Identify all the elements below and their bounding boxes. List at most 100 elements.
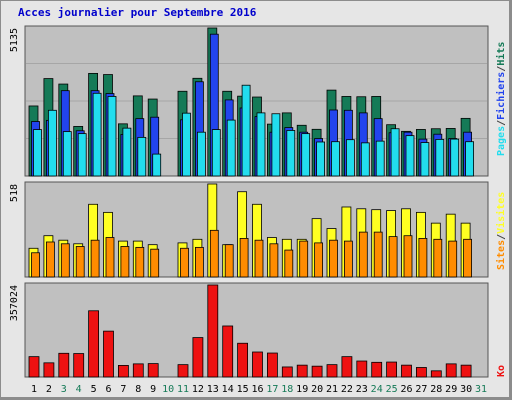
legend-bottom: Ko — [496, 365, 507, 377]
day-label-12: 12 — [192, 384, 204, 395]
middle-ymax-label: 518 — [9, 184, 20, 202]
ko-bar-11 — [177, 364, 189, 378]
day-label-2: 2 — [46, 384, 52, 395]
pages-bar-27 — [420, 142, 430, 177]
legend-middle-part-2: Visites — [495, 192, 507, 234]
pages-bar-15 — [241, 84, 251, 177]
legend-top-part-1: / — [496, 120, 507, 126]
legend-bottom-text: Ko — [496, 365, 507, 377]
ko-bar-1 — [28, 356, 40, 378]
pages-bar-26 — [405, 135, 415, 177]
pages-bar-25 — [390, 128, 400, 177]
sites-bar-3 — [60, 243, 70, 278]
ko-bar-26 — [401, 364, 412, 378]
sites-bar-1 — [31, 252, 40, 278]
chart-title: Acces journalier pour Septembre 2016 — [18, 6, 257, 19]
ko-bar-20 — [311, 365, 323, 378]
sites-bar-22 — [343, 240, 353, 278]
sites-bar-7 — [120, 246, 130, 278]
pages-bar-13 — [211, 129, 221, 177]
bottom-ymax-label: 357024 — [9, 285, 20, 321]
sites-bar-15 — [239, 237, 249, 278]
legend-top-part-2: Fichiers — [495, 72, 507, 120]
ko-bar-19 — [296, 364, 308, 378]
sites-bar-19 — [299, 240, 309, 278]
ko-bar-30 — [460, 364, 472, 378]
pages-bar-19 — [301, 133, 311, 177]
legend-middle-text: Sites/Visites — [495, 192, 507, 270]
pages-bar-3 — [62, 131, 72, 177]
day-label-16: 16 — [251, 384, 263, 395]
sites-bar-24 — [373, 231, 383, 278]
pages-bar-30 — [465, 141, 475, 177]
day-label-25: 25 — [386, 384, 398, 395]
sites-bar-6 — [105, 237, 115, 278]
ko-bar-17 — [266, 352, 278, 378]
day-label-13: 13 — [207, 384, 219, 395]
pages-bar-4 — [77, 133, 87, 177]
sites-bar-25 — [388, 236, 398, 278]
ko-bar-8 — [132, 363, 144, 378]
sites-bar-11 — [180, 247, 189, 278]
ko-bar-6 — [103, 330, 114, 378]
sites-bar-26 — [403, 235, 413, 278]
day-label-6: 6 — [105, 384, 111, 395]
pages-bar-21 — [331, 141, 340, 177]
day-label-1: 1 — [31, 384, 37, 395]
pages-bar-29 — [450, 138, 460, 177]
day-label-10: 10 — [162, 384, 174, 395]
pages-bar-6 — [107, 96, 117, 177]
ko-bar-24 — [371, 361, 383, 378]
sites-bar-23 — [358, 231, 368, 278]
day-label-27: 27 — [415, 384, 427, 395]
pages-bar-8 — [137, 136, 147, 177]
top-ymax-label: 5135 — [9, 28, 20, 52]
pages-bar-17 — [271, 113, 281, 177]
pages-bar-22 — [345, 139, 355, 177]
sites-bar-9 — [150, 248, 160, 278]
sites-bar-29 — [448, 240, 458, 278]
pages-bar-5 — [92, 92, 102, 177]
sites-bar-8 — [135, 246, 145, 278]
day-label-4: 4 — [76, 384, 82, 395]
pages-bar-9 — [152, 153, 162, 177]
day-label-11: 11 — [177, 384, 189, 395]
day-label-23: 23 — [356, 384, 368, 395]
day-label-9: 9 — [150, 384, 156, 395]
pages-bar-12 — [196, 131, 206, 177]
ko-bar-21 — [326, 364, 338, 378]
sites-bar-17 — [269, 243, 279, 278]
sites-bar-21 — [329, 239, 338, 278]
sites-bar-16 — [254, 239, 264, 278]
day-label-17: 17 — [266, 384, 278, 395]
pages-bar-24 — [375, 140, 385, 177]
ko-bar-15 — [237, 342, 249, 378]
legend-top-text: Pages/Fichiers/Hits — [495, 42, 507, 156]
ko-bar-14 — [222, 325, 234, 378]
ko-bar-3 — [58, 352, 70, 378]
legend-middle: Sites/Visites — [495, 192, 507, 270]
ko-bar-25 — [386, 361, 398, 378]
day-label-28: 28 — [430, 384, 442, 395]
ko-bar-29 — [445, 363, 457, 378]
legend-top: Pages/Fichiers/Hits — [495, 42, 507, 156]
ko-bar-5 — [88, 310, 99, 378]
ko-bar-12 — [192, 337, 204, 378]
ko-bar-23 — [356, 360, 368, 378]
sites-bar-28 — [433, 238, 443, 278]
sites-bar-5 — [90, 239, 100, 278]
legend-top-part-3: / — [496, 66, 507, 72]
ko-bar-28 — [430, 370, 442, 378]
pages-bar-23 — [360, 142, 370, 177]
day-label-19: 19 — [296, 384, 308, 395]
sites-bar-18 — [284, 249, 294, 278]
day-label-8: 8 — [135, 384, 141, 395]
ko-bar-9 — [147, 363, 159, 378]
day-label-5: 5 — [91, 384, 97, 395]
day-label-20: 20 — [311, 384, 323, 395]
day-label-30: 30 — [460, 384, 472, 395]
day-label-22: 22 — [341, 384, 353, 395]
sites-bar-14 — [224, 244, 234, 278]
sites-bar-20 — [314, 242, 324, 278]
